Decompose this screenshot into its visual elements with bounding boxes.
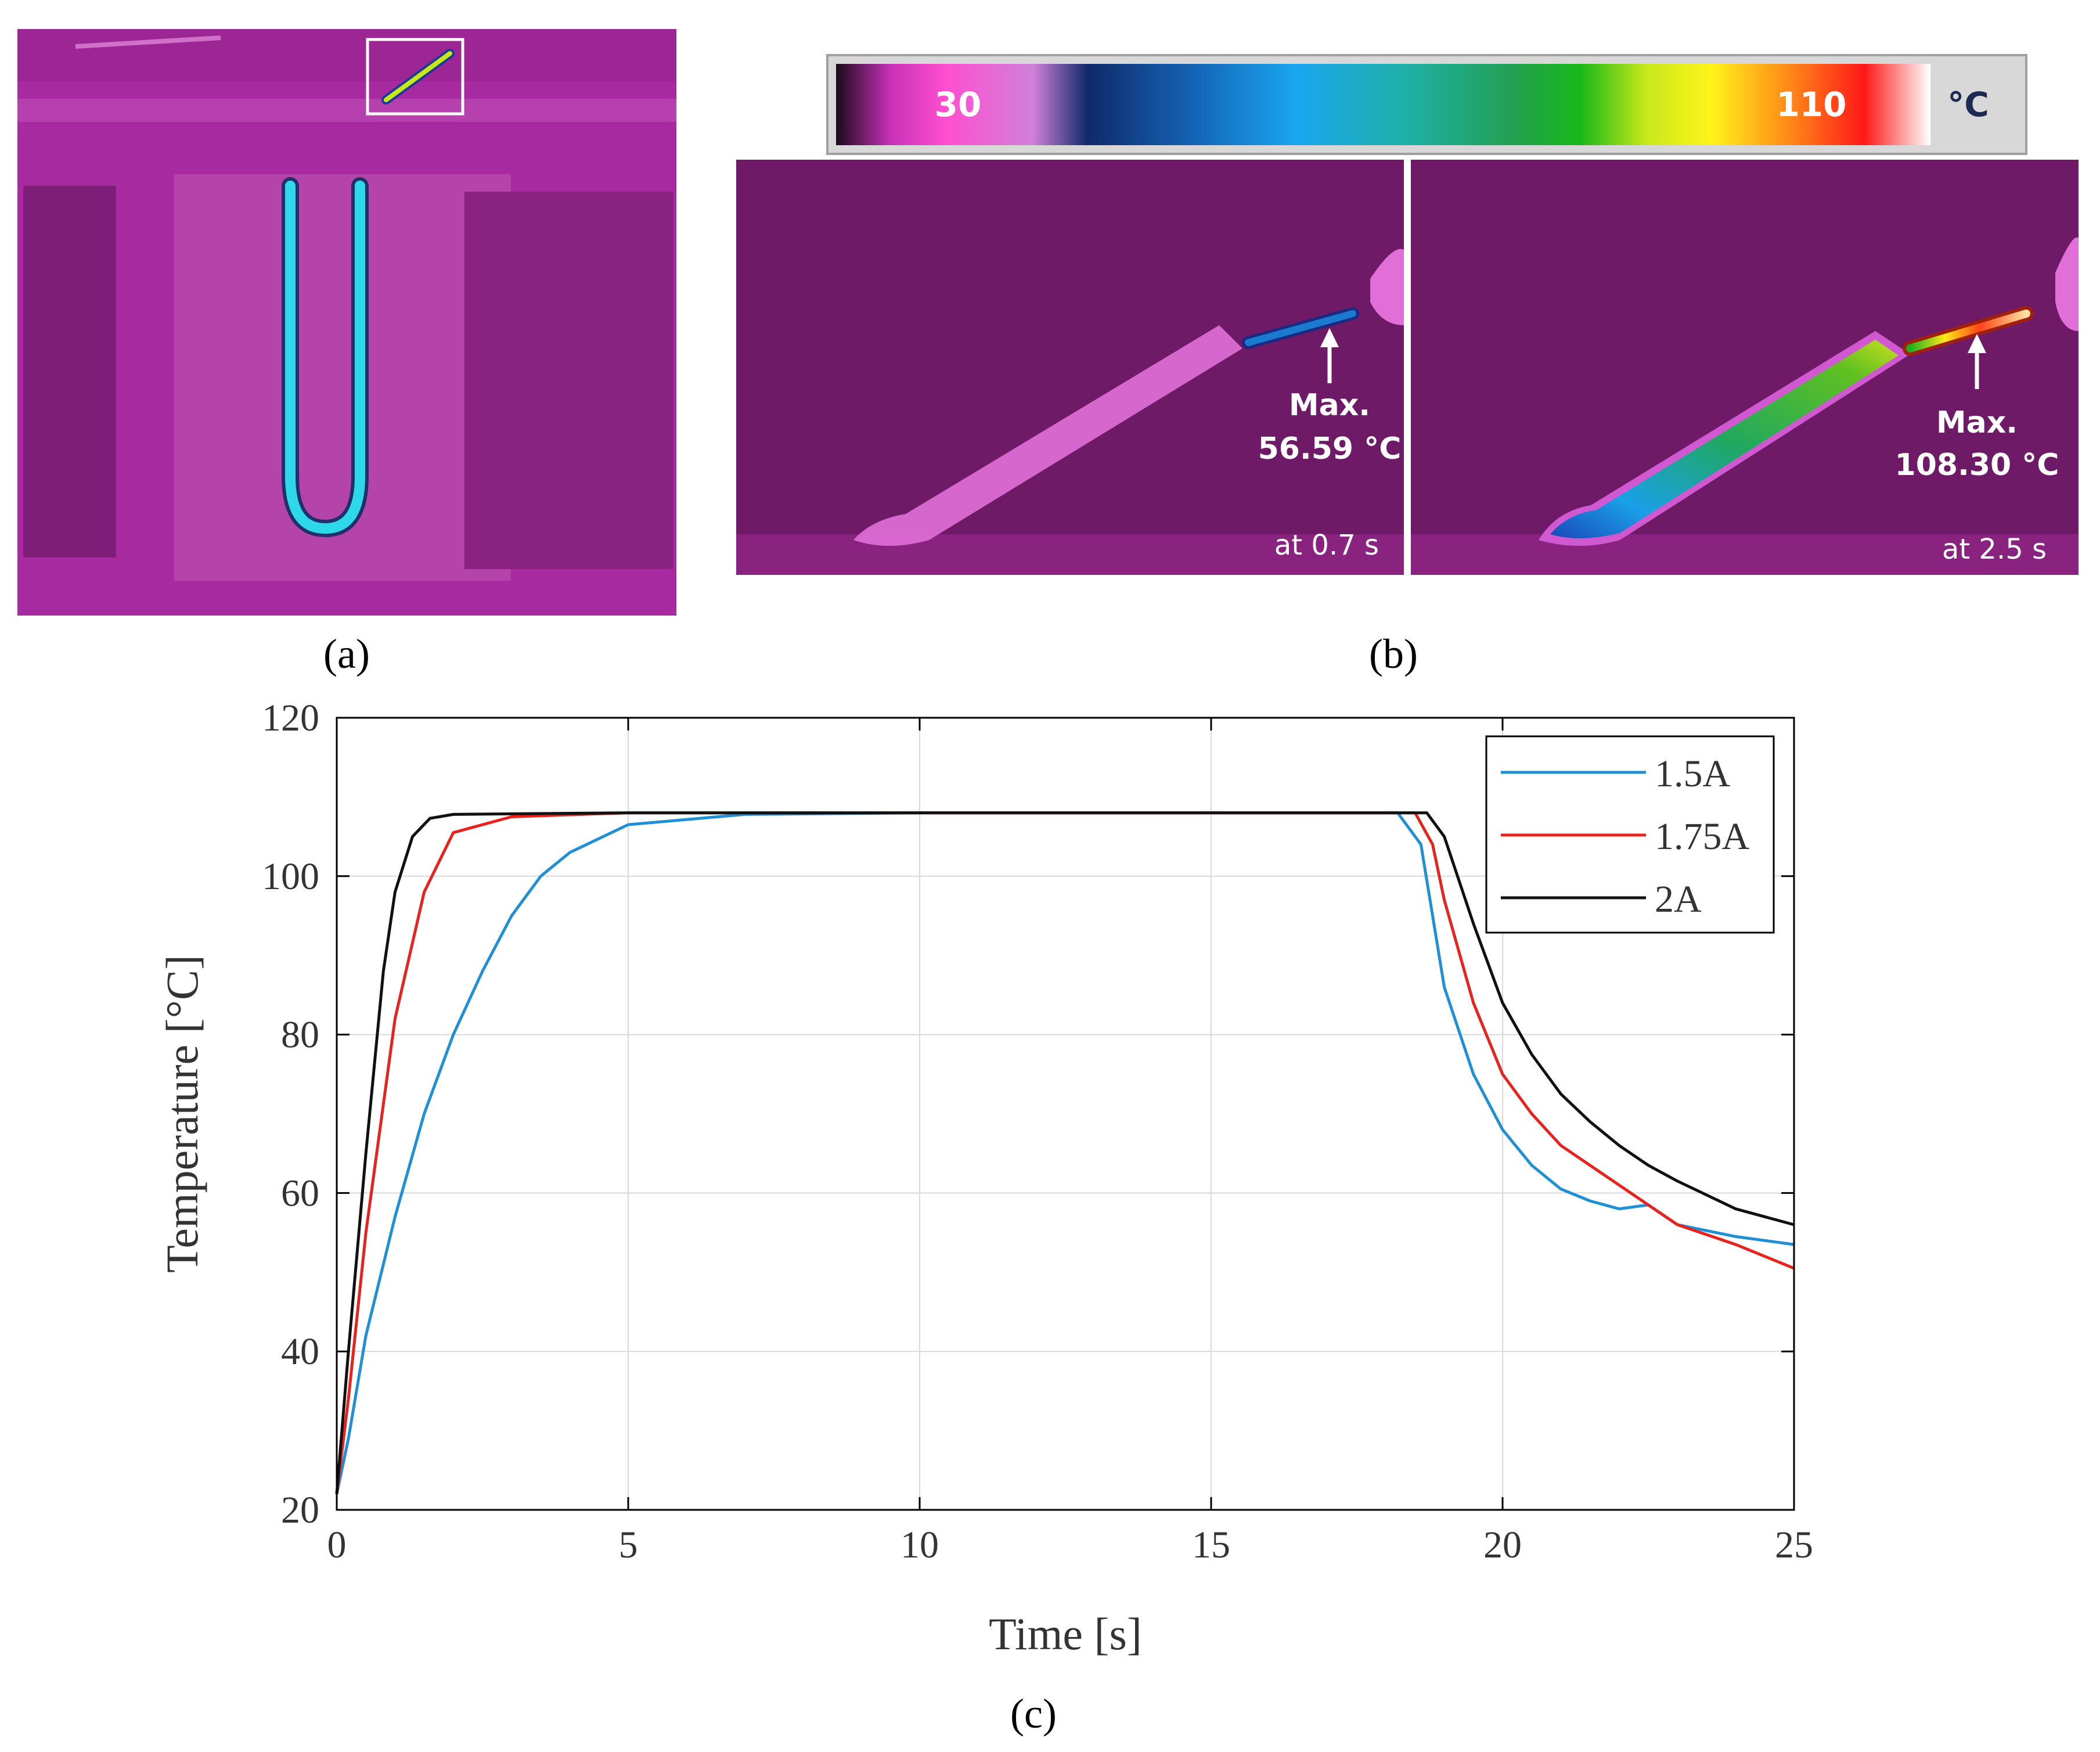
- max-label-left: Max.: [1289, 388, 1370, 423]
- series-line-2a: [335, 811, 1795, 1494]
- x-tick-label: 25: [1775, 1524, 1813, 1566]
- fiber-bundle-left: [853, 325, 1242, 546]
- legend-label: 1.5A: [1655, 753, 1731, 795]
- x-tick-label: 0: [327, 1524, 347, 1566]
- colorbar-unit: °C: [1947, 85, 1989, 124]
- y-tick-label: 60: [281, 1172, 319, 1214]
- max-label-right: Max.: [1936, 405, 2018, 440]
- thermal-image-b-right: Max. 108.30 °C at 2.5 s: [1404, 160, 2079, 575]
- time-label-right: at 2.5 s: [1942, 533, 2047, 566]
- legend-label: 2A: [1655, 878, 1702, 920]
- thermal-frame-left: [736, 160, 1404, 575]
- plot-area-frame: [336, 717, 1795, 1511]
- fiber-bundle-right: [1550, 340, 1899, 539]
- time-label-left: at 0.7 s: [1274, 529, 1379, 562]
- x-axis-label: Time [s]: [989, 1609, 1142, 1659]
- max-arrowhead-left: [1320, 328, 1339, 347]
- x-tick-label: 5: [619, 1524, 638, 1566]
- max-value-left: 56.59 °C: [1258, 431, 1402, 466]
- thermal-top-band: [17, 29, 676, 81]
- clamp-right: [2055, 237, 2079, 331]
- y-tick-label: 40: [281, 1330, 319, 1373]
- y-tick-label: 80: [281, 1014, 319, 1056]
- y-tick-label: 20: [281, 1489, 319, 1531]
- chart-legend: 1.5A 1.75A 2A: [1485, 735, 1775, 934]
- series-line-1-75a: [335, 811, 1795, 1495]
- chart-series: [335, 811, 1795, 1495]
- chart-ticks: 0 5 10 15 20 25 20 40 60 80 100 120: [262, 697, 1813, 1566]
- y-tick-label: 100: [262, 855, 319, 898]
- boxed-cable: [384, 51, 452, 102]
- thermal-image-a: [17, 29, 676, 616]
- heated-cable-right: [1906, 310, 2030, 352]
- support-bar: [17, 99, 676, 122]
- legend-label: 1.75A: [1655, 815, 1750, 858]
- colorbar-max-label: 110: [1776, 85, 1846, 124]
- colorbar: 30 110 °C: [826, 54, 2027, 155]
- highlight-box: [366, 38, 464, 116]
- x-tick-label: 10: [900, 1524, 939, 1566]
- colorbar-min-label: 30: [935, 85, 982, 124]
- thermal-image-b-left: Max. 56.59 °C at 0.7 s: [736, 160, 1404, 575]
- clamp-left: [1370, 249, 1404, 325]
- panel-label-a: (a): [323, 631, 370, 677]
- floor-right: [1411, 534, 2079, 575]
- thermal-frame-right: [1411, 160, 2079, 575]
- floor-left: [736, 534, 1404, 575]
- dark-block-left: [23, 186, 116, 557]
- panel-label-c: (c): [1010, 1690, 1057, 1737]
- x-tick-label: 20: [1483, 1524, 1522, 1566]
- max-arrowhead-right: [1968, 334, 1986, 353]
- y-axis-label: Temperature [°C]: [157, 955, 207, 1273]
- y-tick-label: 120: [262, 697, 319, 739]
- x-tick-label: 15: [1192, 1524, 1230, 1566]
- max-value-right: 108.30 °C: [1895, 448, 2059, 483]
- temperature-chart: 0 5 10 15 20 25 20 40 60 80 100 120 Time [s] Temper…: [157, 697, 1813, 1659]
- panel-label-b: (b): [1369, 631, 1418, 677]
- colorbar-gradient: [836, 64, 1930, 145]
- u-shaped-cable: [285, 181, 365, 534]
- dark-block-right: [464, 192, 673, 569]
- top-wire: [75, 35, 221, 49]
- heated-cable-left: [1245, 310, 1356, 346]
